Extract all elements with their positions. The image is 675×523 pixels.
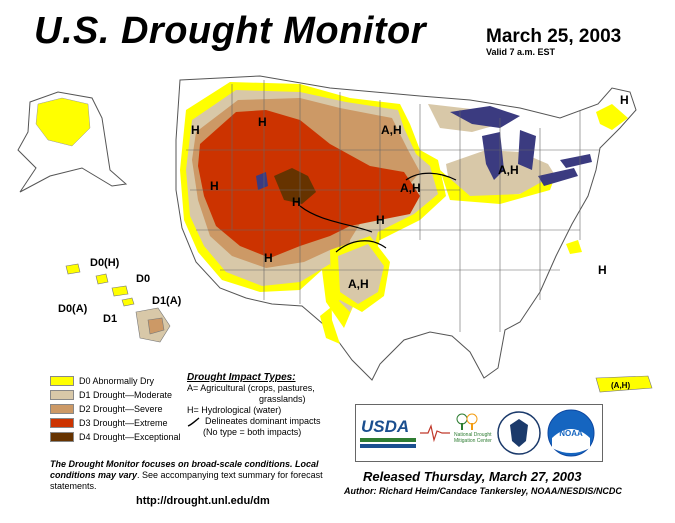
swatch-d0 bbox=[50, 376, 74, 386]
d0-east bbox=[440, 170, 556, 204]
state-boundaries bbox=[186, 80, 600, 332]
label-ah-texas: A,H bbox=[348, 277, 369, 291]
label-h-wyoming: H bbox=[210, 179, 219, 193]
great-salt-lake bbox=[256, 172, 268, 190]
impact-title: Drought Impact Types: bbox=[187, 372, 296, 383]
swatch-d1 bbox=[50, 390, 74, 400]
label-h-arizona: H bbox=[264, 251, 273, 265]
swatch-d2 bbox=[50, 404, 74, 414]
legend-label-d0: D0 Abnormally Dry bbox=[79, 376, 155, 386]
d4-wyoming bbox=[274, 168, 316, 204]
label-h-west: H bbox=[191, 123, 200, 137]
disclaimer-note: The Drought Monitor focuses on broad-sca… bbox=[50, 459, 350, 492]
d0-northeast bbox=[596, 104, 628, 130]
great-lakes bbox=[450, 106, 592, 186]
label-ah-michigan: A,H bbox=[498, 163, 519, 177]
label-hawaii-d1a: D1(A) bbox=[152, 295, 182, 307]
legend-item-d0: D0 Abnormally Dry bbox=[50, 374, 181, 388]
label-h-montana: H bbox=[258, 115, 267, 129]
legend-item-d4: D4 Drought—Exceptional bbox=[50, 430, 181, 444]
impact-delineates-row: Delineates dominant impacts bbox=[187, 416, 367, 427]
ndmc-logo-text: National Drought Mitigation Center bbox=[454, 432, 492, 444]
impact-lines bbox=[299, 172, 457, 253]
legend-item-d2: D2 Drought—Severe bbox=[50, 402, 181, 416]
release-date: Released Thursday, March 27, 2003 bbox=[363, 469, 582, 484]
page-title: U.S. Drought Monitor bbox=[34, 10, 427, 52]
impact-none: (No type = both impacts) bbox=[203, 427, 302, 437]
noaa-logo-icon: NOAA bbox=[547, 409, 595, 457]
ndmc-line-icon bbox=[420, 424, 450, 443]
legend-label-d4: D4 Drought—Exceptional bbox=[79, 432, 181, 442]
label-hawaii-d0h: D0(H) bbox=[90, 257, 120, 269]
legend: D0 Abnormally Dry D1 Drought—Moderate D2… bbox=[50, 374, 181, 444]
swatch-d3 bbox=[50, 418, 74, 428]
valid-time: Valid 7 a.m. EST bbox=[486, 47, 556, 57]
d1-texas bbox=[338, 244, 384, 304]
impact-delineates: Delineates dominant impacts bbox=[205, 416, 321, 426]
hawaii-islands bbox=[65, 263, 171, 343]
impact-agricultural-cont: grasslands) bbox=[259, 394, 306, 404]
label-hawaii-d0a: D0(A) bbox=[58, 303, 88, 315]
label-h-kansas: H bbox=[376, 213, 385, 227]
impact-hydrological: H= Hydrological (water) bbox=[187, 405, 282, 415]
label-hawaii-d1: D1 bbox=[103, 313, 117, 325]
usda-logo: USDA bbox=[361, 417, 410, 436]
alaska-d0 bbox=[35, 97, 91, 147]
commerce-seal-icon bbox=[497, 411, 541, 455]
legend-label-d3: D3 Drought—Extreme bbox=[79, 418, 168, 428]
label-h-colorado: H bbox=[292, 195, 301, 209]
impact-legend: Drought Impact Types: A= Agricultural (c… bbox=[187, 372, 367, 438]
legend-item-d3: D3 Drought—Extreme bbox=[50, 416, 181, 430]
label-hawaii-d0: D0 bbox=[136, 273, 150, 285]
d0-southeast bbox=[566, 240, 582, 254]
legend-item-d1: D1 Drought—Moderate bbox=[50, 388, 181, 402]
disclaimer-bold: The Drought Monitor focuses on broad-sca… bbox=[50, 459, 319, 480]
label-h-maine: H bbox=[620, 93, 629, 107]
usda-stripes-icon bbox=[360, 438, 416, 448]
label-ah-dakota: A,H bbox=[381, 123, 402, 137]
noaa-logo-text: NOAA bbox=[559, 429, 583, 438]
author-credit: Author: Richard Heim/Candace Tankersley,… bbox=[344, 486, 622, 496]
impact-agricultural: A= Agricultural (crops, pastures, bbox=[187, 383, 315, 393]
agency-logos: USDA National Drought Mitigation Center … bbox=[355, 404, 603, 462]
puerto-rico bbox=[595, 375, 653, 393]
disclaimer-rest: . See accompanying text summary for fore… bbox=[50, 470, 323, 491]
legend-label-d1: D1 Drought—Moderate bbox=[79, 390, 173, 400]
map-date: March 25, 2003 bbox=[486, 26, 622, 47]
label-pr-ah: (A,H) bbox=[611, 381, 630, 390]
swatch-d4 bbox=[50, 432, 74, 442]
label-h-east: H bbox=[598, 263, 607, 277]
label-ah-nebraska: A,H bbox=[400, 181, 421, 195]
ndmc-trees-icon bbox=[456, 413, 478, 430]
legend-label-d2: D2 Drought—Severe bbox=[79, 404, 163, 414]
website-link[interactable]: http://drought.unl.edu/dm bbox=[136, 495, 270, 507]
delineation-line-icon bbox=[187, 416, 200, 427]
